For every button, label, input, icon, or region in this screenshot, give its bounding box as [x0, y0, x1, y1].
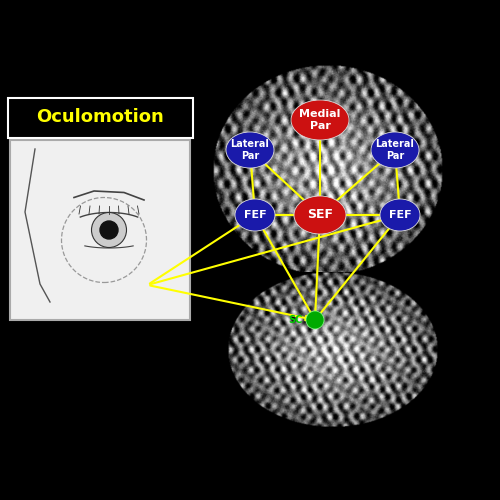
Ellipse shape: [380, 199, 420, 231]
FancyBboxPatch shape: [10, 140, 190, 320]
Ellipse shape: [235, 199, 275, 231]
Circle shape: [306, 311, 324, 329]
Text: Lateral
Par: Lateral Par: [376, 139, 414, 161]
FancyBboxPatch shape: [8, 98, 192, 138]
Text: SC: SC: [288, 315, 302, 325]
Ellipse shape: [291, 100, 349, 140]
Circle shape: [92, 212, 126, 248]
Polygon shape: [228, 272, 438, 428]
Ellipse shape: [371, 132, 419, 168]
Text: Medial
Par: Medial Par: [300, 109, 341, 131]
Ellipse shape: [294, 196, 346, 234]
Ellipse shape: [226, 132, 274, 168]
Text: Lateral
Par: Lateral Par: [230, 139, 270, 161]
Polygon shape: [212, 65, 442, 275]
Text: FEF: FEF: [388, 210, 411, 220]
Text: SEF: SEF: [307, 208, 333, 222]
Circle shape: [100, 221, 118, 239]
Text: Oculomotion: Oculomotion: [36, 108, 164, 126]
Text: FEF: FEF: [244, 210, 266, 220]
